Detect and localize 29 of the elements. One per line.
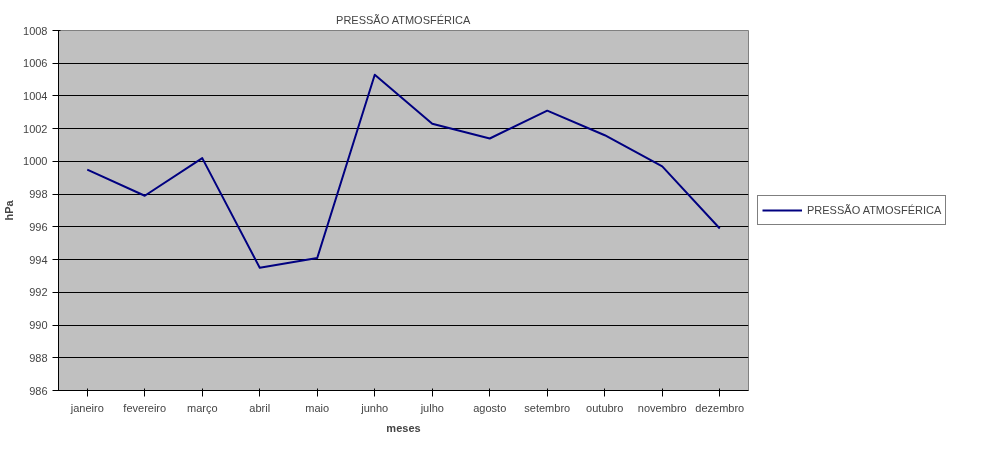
legend-label: PRESSÃO ATMOSFÉRICA bbox=[807, 204, 942, 216]
y-tick-label: 988 bbox=[29, 351, 48, 364]
y-tick-label: 1002 bbox=[23, 122, 48, 135]
x-tick-label: novembro bbox=[637, 401, 687, 414]
y-tick-label: 1006 bbox=[23, 57, 48, 70]
chart-title: PRESSÃO ATMOSFÉRICA bbox=[336, 13, 471, 26]
y-tick-label: 998 bbox=[29, 188, 48, 201]
x-tick-label: outubro bbox=[586, 401, 624, 414]
line-series bbox=[86, 73, 721, 269]
y-tick-label: 990 bbox=[29, 319, 48, 332]
x-tick-label: janeiro bbox=[69, 401, 104, 414]
y-axis-title: hPa bbox=[3, 199, 16, 221]
x-tick-label: abril bbox=[249, 401, 271, 414]
x-tick-label: maio bbox=[305, 401, 330, 414]
x-tick-label: fevereiro bbox=[123, 401, 167, 414]
x-tick-label: setembro bbox=[524, 401, 571, 414]
y-tick-label: 992 bbox=[29, 286, 48, 299]
y-tick-label: 994 bbox=[29, 253, 48, 266]
x-tick-label: março bbox=[186, 401, 218, 414]
y-tick-label: 1004 bbox=[23, 89, 48, 102]
x-tick-label: agosto bbox=[473, 401, 507, 414]
y-tick-label: 996 bbox=[29, 220, 48, 233]
y-tick-label: 1008 bbox=[23, 24, 48, 37]
x-tick-label: julho bbox=[419, 401, 444, 414]
x-axis-title: meses bbox=[386, 421, 421, 434]
x-tick-label: junho bbox=[360, 401, 389, 414]
y-tick-label: 1000 bbox=[23, 155, 48, 168]
x-tick-label: dezembro bbox=[695, 401, 745, 414]
y-tick-label: 986 bbox=[29, 384, 48, 397]
